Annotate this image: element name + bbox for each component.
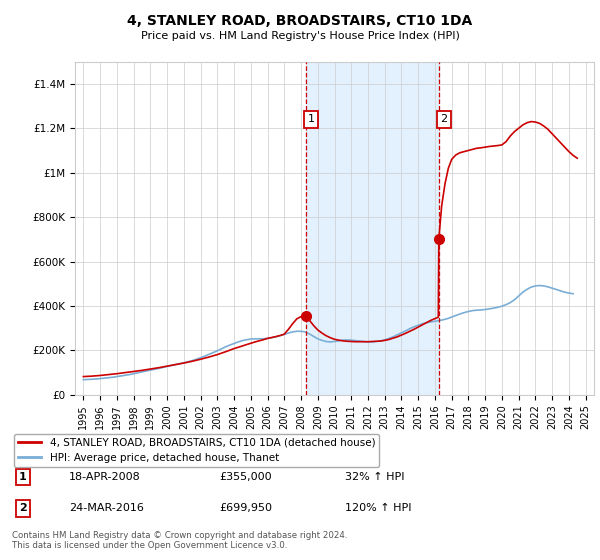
Text: 1: 1 bbox=[308, 114, 314, 124]
Text: £699,950: £699,950 bbox=[219, 503, 272, 514]
Legend: 4, STANLEY ROAD, BROADSTAIRS, CT10 1DA (detached house), HPI: Average price, det: 4, STANLEY ROAD, BROADSTAIRS, CT10 1DA (… bbox=[14, 433, 379, 467]
Text: 32% ↑ HPI: 32% ↑ HPI bbox=[345, 472, 404, 482]
Text: 4, STANLEY ROAD, BROADSTAIRS, CT10 1DA: 4, STANLEY ROAD, BROADSTAIRS, CT10 1DA bbox=[127, 14, 473, 28]
Text: 24-MAR-2016: 24-MAR-2016 bbox=[69, 503, 144, 514]
Text: 2: 2 bbox=[440, 114, 448, 124]
Text: 18-APR-2008: 18-APR-2008 bbox=[69, 472, 141, 482]
Text: 120% ↑ HPI: 120% ↑ HPI bbox=[345, 503, 412, 514]
Text: 2: 2 bbox=[19, 503, 26, 514]
Bar bbox=[306, 62, 439, 395]
Text: Contains HM Land Registry data © Crown copyright and database right 2024.
This d: Contains HM Land Registry data © Crown c… bbox=[12, 530, 347, 550]
Text: £355,000: £355,000 bbox=[219, 472, 272, 482]
Text: Price paid vs. HM Land Registry's House Price Index (HPI): Price paid vs. HM Land Registry's House … bbox=[140, 31, 460, 41]
Text: 1: 1 bbox=[19, 472, 26, 482]
